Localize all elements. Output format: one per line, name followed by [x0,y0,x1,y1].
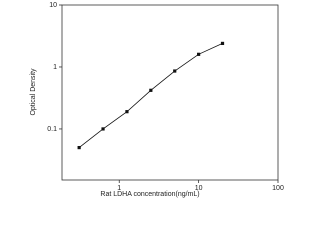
data-point [220,41,225,46]
x-tick-label: 1 [117,185,121,192]
series-line [78,43,223,148]
data-point [125,110,129,114]
data-point [197,52,201,56]
x-tick-label: 10 [195,185,203,192]
data-point [77,145,81,150]
data-point [101,127,105,131]
y-axis-label: Optical Density [30,68,37,116]
x-axis-label: Rat LDHA concentration(ng/mL) [100,191,199,198]
y-tick-label: 10 [49,2,57,9]
plot-frame [61,4,279,181]
chart: Rat LDHA concentration(ng/mL) Optical De… [30,2,284,198]
y-tick-label: 1 [53,64,57,71]
data-point [149,88,153,92]
y-tick-label: 0.1 [47,126,57,133]
x-tick-label: 100 [272,185,284,192]
data-point [173,69,177,73]
